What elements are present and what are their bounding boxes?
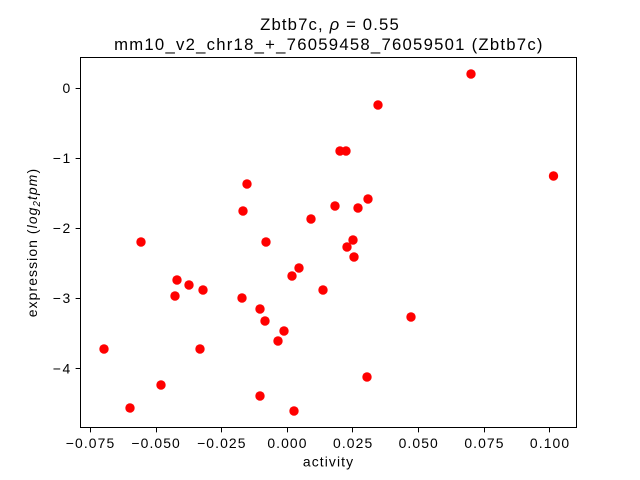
svg-text:−1: −1 [53,150,72,166]
svg-text:0.000: 0.000 [267,435,307,451]
svg-text:0.025: 0.025 [333,435,373,451]
svg-text:Zbtb7c, ρ = 0.55: Zbtb7c, ρ = 0.55 [260,15,400,34]
svg-text:−0.075: −0.075 [66,435,115,451]
svg-text:−0.050: −0.050 [131,435,180,451]
svg-text:−2: −2 [53,220,72,236]
svg-text:−0.025: −0.025 [197,435,246,451]
svg-text:expression (log2tpm): expression (log2tpm) [24,168,43,317]
svg-text:activity: activity [303,453,354,469]
svg-text:mm10_v2_chr18_+_76059458_76059: mm10_v2_chr18_+_76059458_76059501 (Zbtb7… [114,35,544,54]
svg-text:0: 0 [62,80,71,96]
svg-text:−3: −3 [53,290,72,306]
svg-text:0.050: 0.050 [399,435,439,451]
svg-text:0.075: 0.075 [464,435,504,451]
svg-text:0.100: 0.100 [530,435,570,451]
svg-text:−4: −4 [53,360,72,376]
